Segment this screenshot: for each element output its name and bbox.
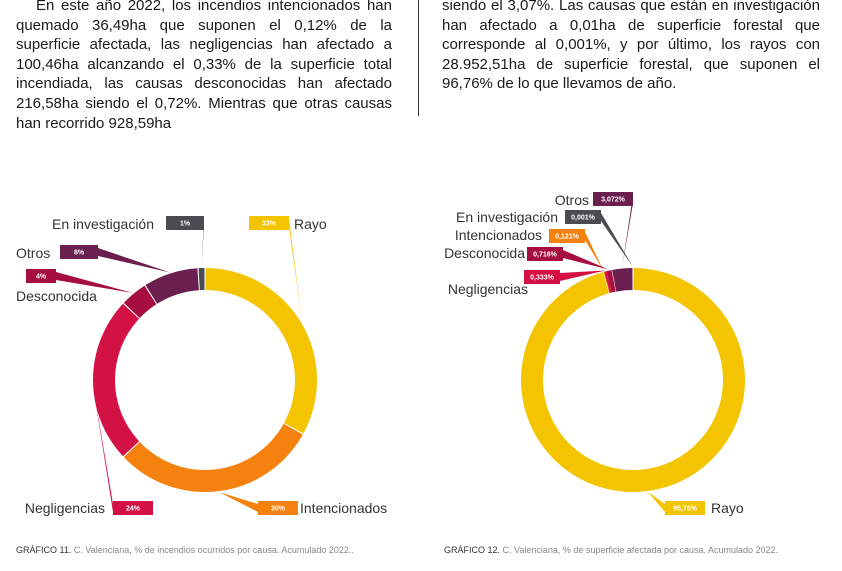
badge-rayo <box>249 216 289 230</box>
caption-grafico-11: GRÁFICO 11. C. Valenciana, % de incendio… <box>16 545 354 555</box>
leader-negligencias <box>560 270 606 281</box>
column-divider <box>418 0 419 116</box>
leader-rayo <box>289 219 303 323</box>
slice-intencionados <box>123 423 303 493</box>
slice-en-investigacion <box>198 268 205 291</box>
value-label-negligencias: 24% <box>126 506 141 513</box>
badge-desconocida <box>26 269 56 283</box>
category-label-negligencias: Negligencias <box>448 281 528 297</box>
badge-otros <box>593 192 633 206</box>
leader-en-investigacion <box>201 219 204 268</box>
paragraph-left: En este año 2022, los incendios intencio… <box>16 0 392 132</box>
badge-rayo <box>665 501 705 515</box>
leader-otros <box>98 248 171 273</box>
category-label-desconocida: Desconocida <box>444 245 525 261</box>
category-label-rayo: Rayo <box>711 500 744 516</box>
category-label-en-investigacion: En investigación <box>456 209 558 225</box>
caption-text: C. Valenciana, % de superficie afectada … <box>502 545 779 555</box>
category-label-rayo: Rayo <box>294 216 327 232</box>
slice-negligencias <box>93 303 140 457</box>
slice-intencionados <box>603 271 610 294</box>
value-label-intencionados: 0,121% <box>555 234 580 241</box>
category-label-desconocida: Desconocida <box>16 288 97 304</box>
badge-desconocida <box>527 247 563 261</box>
caption-grafico-12: GRÁFICO 12. C. Valenciana, % de superfic… <box>444 545 778 555</box>
paragraph-right: siendo el 3,07%. Las causas que están en… <box>442 0 820 93</box>
slice-rayo <box>521 268 745 492</box>
category-label-otros: Otros <box>16 245 50 261</box>
leader-desconocida <box>56 272 133 293</box>
value-label-desconocida: 0,716% <box>533 252 558 259</box>
slice-rayo <box>205 268 318 434</box>
badge-intencionados <box>258 501 298 515</box>
value-label-rayo: 95,76% <box>673 506 698 513</box>
value-label-en-investigacion: 1% <box>180 221 191 228</box>
donut-chart-incendios: 33% Rayo 30% Intencionados 24% Negligencias 4%… <box>16 216 387 516</box>
leader-rayo <box>648 491 665 512</box>
badge-negligencias <box>113 501 153 515</box>
value-label-negligencias: 0,333% <box>530 275 555 282</box>
category-label-negligencias: Negligencias <box>25 500 105 516</box>
slice-desconocida <box>606 270 616 293</box>
slice-otros <box>612 268 633 292</box>
value-label-otros: 3,072% <box>601 197 626 204</box>
caption-text: C. Valenciana, % de incendios ocurridos … <box>73 545 354 555</box>
slice-otros <box>145 268 199 304</box>
category-label-intencionados: Intencionados <box>455 227 542 243</box>
badge-en-investigacion <box>565 210 601 224</box>
category-label-intencionados: Intencionados <box>300 500 387 516</box>
badge-otros <box>60 245 98 259</box>
badge-negligencias <box>524 270 560 284</box>
caption-prefix: GRÁFICO 12. <box>444 545 501 555</box>
value-label-intencionados: 30% <box>271 506 286 513</box>
category-label-en-investigacion: En investigación <box>52 216 154 232</box>
slice-negligencias <box>604 271 612 294</box>
value-label-otros: 8% <box>74 250 85 257</box>
donut-chart-superficie: 95,76% Rayo 0,121% Intencionados 0,333%Negli… <box>444 192 745 516</box>
leader-en-investigacion <box>601 213 633 267</box>
caption-prefix: GRÁFICO 11. <box>16 545 72 555</box>
value-label-en-investigacion: 0,001% <box>571 215 596 222</box>
badge-intencionados <box>549 229 585 243</box>
badge-en-investigacion <box>166 216 204 230</box>
value-label-rayo: 33% <box>262 221 277 228</box>
value-label-desconocida: 4% <box>36 274 47 281</box>
leader-negligencias <box>92 380 113 512</box>
category-label-otros: Otros <box>555 192 589 208</box>
leader-intencionados <box>219 492 258 512</box>
leader-desconocida <box>563 250 609 270</box>
slice-desconocida <box>123 285 157 319</box>
